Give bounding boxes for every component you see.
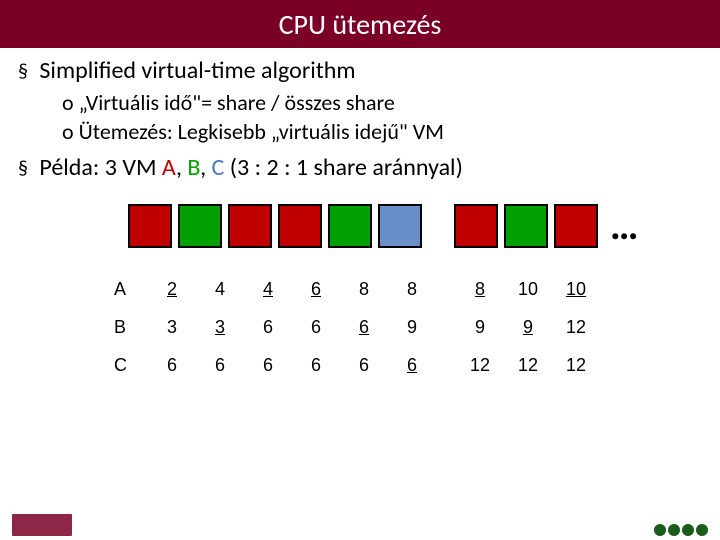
table-cell: 6: [244, 346, 292, 384]
slide-title: CPU ütemezés: [279, 7, 442, 42]
row-label: A: [114, 270, 148, 308]
table-cell: 2: [148, 270, 196, 308]
table-cell: 4: [196, 270, 244, 308]
table-cell: 12: [552, 308, 600, 346]
schedule-square-c: [378, 204, 422, 248]
vm-c-label: C: [212, 153, 225, 182]
university-logo: [12, 514, 72, 536]
schedule-squares: …: [128, 204, 702, 248]
table-cell: 8: [388, 270, 436, 308]
table-cell: 6: [388, 346, 436, 384]
example-prefix: 3 VM: [105, 153, 162, 182]
table-cell: 12: [456, 346, 504, 384]
comma-1: ,: [176, 153, 187, 182]
slide-content: Simplified virtual-time algorithm „Virtu…: [0, 48, 720, 384]
example-suffix: (3 : 2 : 1 share aránnyal): [224, 153, 463, 182]
bullet-scheduling: Ütemezés: Legkisebb „virtuális idejű" VM: [62, 118, 702, 145]
row-label: B: [114, 308, 148, 346]
comma-2: ,: [200, 153, 211, 182]
table-cell: 8: [340, 270, 388, 308]
table-cell: 6: [244, 308, 292, 346]
table-cell: 9: [504, 308, 552, 346]
schedule-square-a: [554, 204, 598, 248]
virtual-time-table: A24468881010B3366699912C666666121212: [114, 270, 600, 384]
table-gap: [436, 346, 456, 384]
schedule-square-a: [128, 204, 172, 248]
row-label: C: [114, 346, 148, 384]
schedule-square-a: [278, 204, 322, 248]
table-cell: 3: [196, 308, 244, 346]
schedule-square-a: [454, 204, 498, 248]
table-cell: 9: [456, 308, 504, 346]
schedule-square-b: [504, 204, 548, 248]
table-cell: 6: [340, 308, 388, 346]
heading-algorithm: Simplified virtual-time algorithm: [18, 56, 702, 85]
table-cell: 6: [292, 346, 340, 384]
vm-b-label: B: [187, 153, 200, 182]
table-row: B3366699912: [114, 308, 600, 346]
table-cell: 12: [552, 346, 600, 384]
table-cell: 9: [388, 308, 436, 346]
table-cell: 3: [148, 308, 196, 346]
bullet-virtual-time: „Virtuális idő"= share / összes share: [62, 89, 702, 116]
table-cell: 6: [196, 346, 244, 384]
table-cell: 6: [292, 308, 340, 346]
table-cell: 6: [148, 346, 196, 384]
table-cell: 6: [292, 270, 340, 308]
table-cell: 6: [340, 346, 388, 384]
vm-a-label: A: [162, 153, 176, 182]
schedule-square-b: [328, 204, 372, 248]
table-cell: 10: [504, 270, 552, 308]
schedule-square-b: [178, 204, 222, 248]
slide-footer: [0, 512, 720, 540]
slide-title-bar: CPU ütemezés: [0, 0, 720, 48]
table-cell: 10: [552, 270, 600, 308]
heading-algorithm-text: Simplified virtual-time algorithm: [39, 56, 355, 85]
table-cell: 4: [244, 270, 292, 308]
table-gap: [436, 308, 456, 346]
schedule-square-a: [228, 204, 272, 248]
ellipsis-icon: …: [610, 204, 638, 248]
table-cell: 12: [504, 346, 552, 384]
table-row: A24468881010: [114, 270, 600, 308]
table-row: C666666121212: [114, 346, 600, 384]
example-label: Példa:: [39, 153, 99, 182]
heading-example: Példa: 3 VM A, B, C (3 : 2 : 1 share ará…: [18, 153, 702, 182]
footer-dots-icon: [654, 524, 708, 536]
table-gap: [436, 270, 456, 308]
table-cell: 8: [456, 270, 504, 308]
